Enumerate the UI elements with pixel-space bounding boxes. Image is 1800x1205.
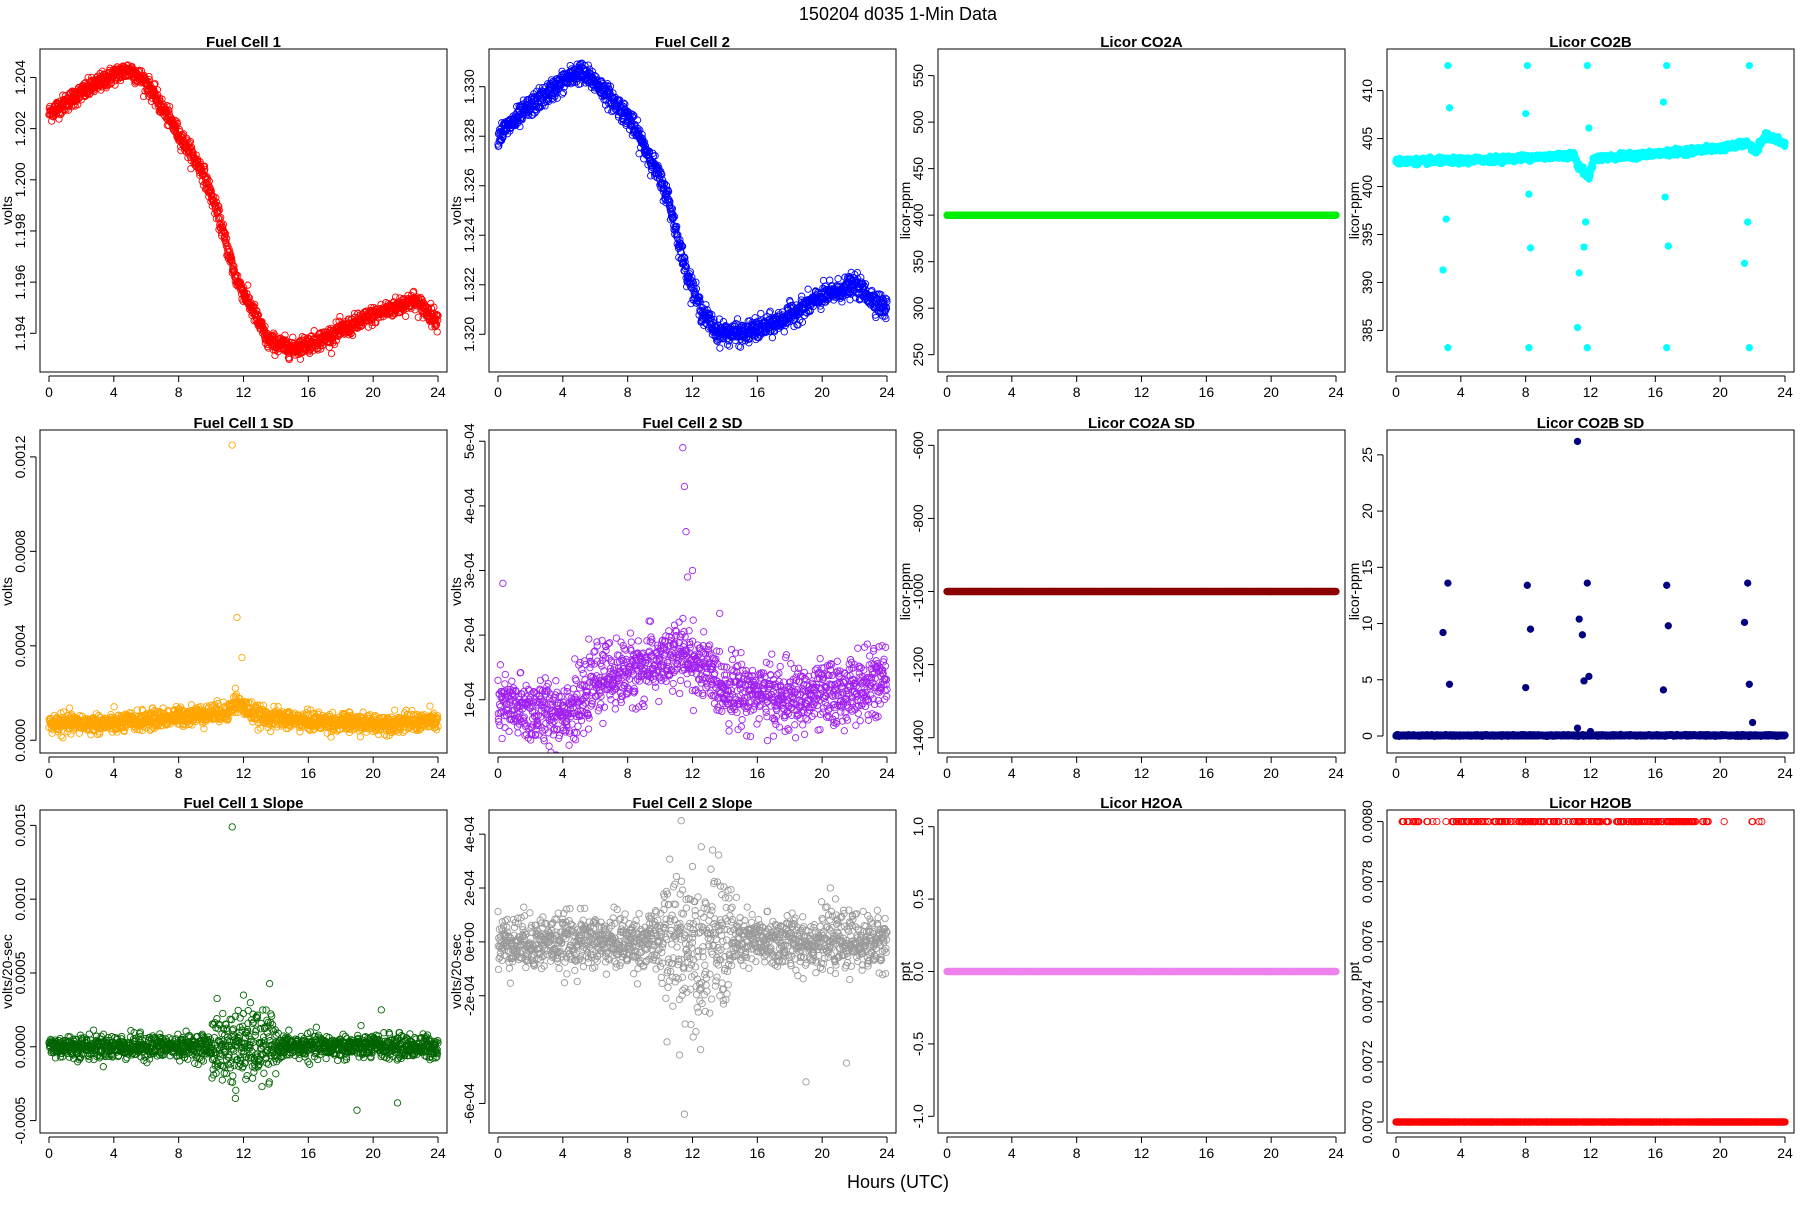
x-tick-label: 12 — [685, 384, 701, 400]
x-tick-label: 0 — [494, 384, 502, 400]
x-axis: 0 4 8 12 16 20 24 — [45, 376, 446, 400]
data-point — [337, 313, 343, 319]
y-tick-label: 1.322 — [461, 267, 477, 302]
y-tick-label: 1.320 — [461, 317, 477, 352]
figure-title: 150204 d035 1-Min Data — [799, 4, 998, 24]
x-tick-label: 20 — [365, 384, 381, 400]
data-points — [1393, 62, 1788, 351]
y-tick-label: 1.202 — [12, 111, 28, 146]
y-axis-label: volts — [448, 196, 464, 225]
plot-frame — [938, 49, 1345, 372]
data-point — [402, 313, 408, 319]
x-tick-label: 24 — [1328, 384, 1344, 400]
y-tick-label: 1.200 — [12, 162, 28, 197]
x-tick-label: 24 — [879, 384, 895, 400]
y-tick-label: 1.328 — [461, 119, 477, 154]
y-tick-label: 1.196 — [12, 264, 28, 299]
y-axis-label: volts — [0, 196, 15, 225]
y-tick-label: 550 — [910, 64, 926, 88]
x-tick-label: 12 — [1134, 384, 1150, 400]
x-tick-label: 20 — [1263, 384, 1279, 400]
x-tick-label: 8 — [175, 384, 183, 400]
x-tick-label: 16 — [1199, 384, 1215, 400]
data-point — [835, 276, 841, 282]
x-tick-label: 4 — [1008, 384, 1016, 400]
panel-title: Fuel Cell 2 — [655, 34, 730, 51]
data-point — [188, 166, 194, 172]
x-tick-label: 4 — [559, 384, 567, 400]
data-point — [769, 335, 775, 341]
y-tick-label: 500 — [910, 110, 926, 134]
x-tick-label: 8 — [1073, 384, 1081, 400]
x-tick-label: 0 — [943, 384, 951, 400]
x-tick-label: 12 — [236, 384, 252, 400]
y-tick-label: 1.204 — [12, 60, 28, 95]
y-tick-label: 250 — [910, 343, 926, 367]
panel-title: Licor CO2A — [1100, 34, 1183, 51]
plot-frame — [40, 49, 447, 372]
x-tick-label: 16 — [301, 384, 317, 400]
panel-title: Fuel Cell 1 — [206, 34, 281, 51]
y-tick-label: 1.194 — [12, 316, 28, 351]
data-points — [46, 62, 441, 363]
data-point — [717, 345, 723, 351]
x-tick-label: 0 — [45, 384, 53, 400]
data-point — [328, 350, 334, 356]
x-axis: 0 4 8 12 16 20 24 — [494, 376, 895, 400]
y-tick-label: 350 — [910, 250, 926, 274]
y-tick-label: 450 — [910, 157, 926, 181]
data-point — [758, 310, 764, 316]
x-tick-label: 8 — [624, 384, 632, 400]
x-tick-label: 24 — [430, 384, 446, 400]
x-tick-label: 16 — [750, 384, 766, 400]
y-tick-label: 300 — [910, 296, 926, 320]
data-point — [805, 286, 811, 292]
x-tick-label: 4 — [110, 384, 118, 400]
data-point — [781, 329, 787, 335]
y-tick-label: 1.330 — [461, 69, 477, 104]
x-tick-label: 20 — [814, 384, 830, 400]
x-axis: 0 4 8 12 16 20 24 — [943, 376, 1344, 400]
y-axis-label: licor-ppm — [897, 182, 913, 240]
data-points — [944, 212, 1339, 218]
data-points — [495, 60, 890, 351]
panel-title: Licor CO2B — [1549, 34, 1632, 51]
data-point — [1333, 212, 1339, 218]
